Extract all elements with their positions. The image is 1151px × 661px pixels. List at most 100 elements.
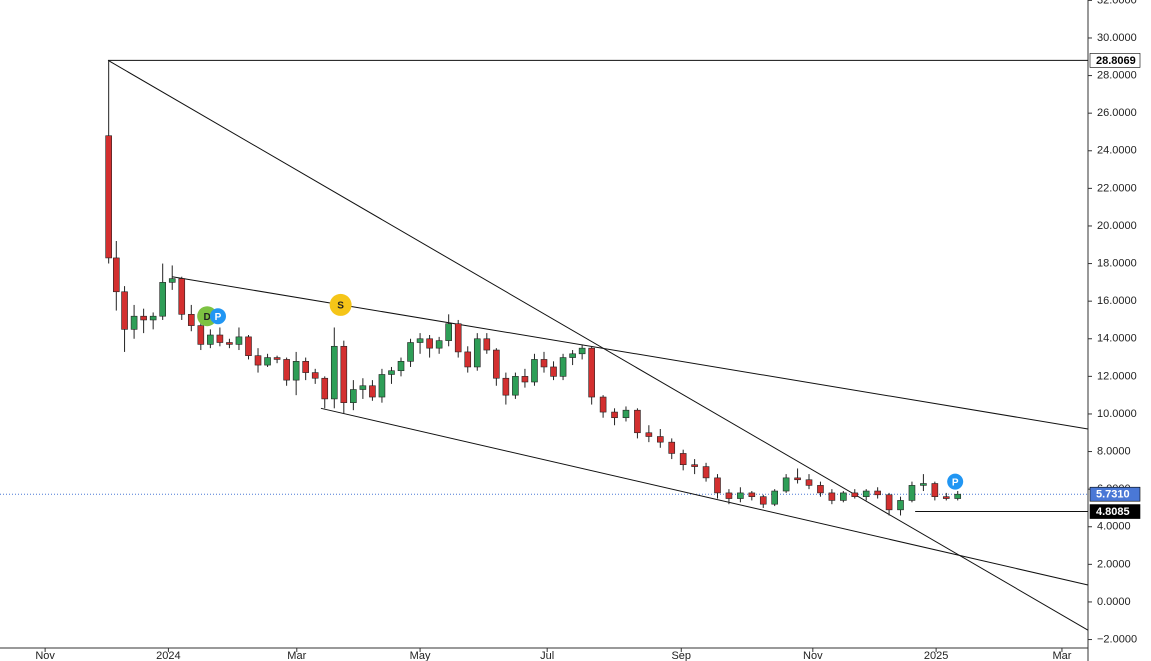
candle-body [679,453,687,466]
candle-body [254,355,262,366]
candle-body [105,135,112,259]
candle-body [473,338,481,368]
candle-body [130,315,138,330]
candle-body [464,351,472,368]
x-tick-label: Nov [35,650,55,661]
candle-body [748,492,756,497]
price-label-box [1089,486,1141,502]
candle-body [897,500,904,511]
candle-body [512,376,519,396]
candle-body [578,347,586,355]
candle-body [502,377,510,396]
marker-label: P [952,477,959,488]
candle-body [737,492,744,499]
candle-body [416,338,424,343]
x-tick-label: 2024 [156,650,180,661]
candle-body [454,323,462,353]
candle-body [942,496,950,499]
candle-body [702,466,710,479]
marker-label: D [204,312,211,323]
candle-body [954,493,962,499]
candle-body [691,464,698,467]
candle-body [235,336,243,345]
candle-body [714,477,721,494]
candle-body [330,345,338,400]
candle-body [828,492,836,501]
candle-body [159,282,166,317]
candle-body [885,494,893,511]
candle-body [197,325,205,345]
y-tick-label: 22.0000 [1097,182,1137,194]
candle-body [521,376,529,383]
candle-body [369,385,376,398]
marker-label: S [337,301,344,312]
trendline [320,407,1089,586]
y-tick-label: 32.0000 [1097,0,1137,6]
candle-body [264,357,271,366]
candle-body [771,490,778,505]
candle-body [851,492,859,497]
candle-body [794,477,801,481]
y-tick-label: 14.0000 [1097,333,1137,345]
candle-body [634,409,641,434]
candle-body [908,485,916,501]
candle-body [311,372,319,379]
candle-body [862,490,870,497]
x-tick-label: 2025 [924,650,948,661]
candle-body [407,342,414,362]
x-tick-label: Sep [671,650,691,661]
marker [947,473,964,490]
candle-body [112,257,120,293]
candle-body [168,278,176,283]
candle-body [531,359,538,383]
x-tick-label: Mar [1052,650,1071,661]
price-label-box [1089,53,1141,68]
candle-body [540,359,548,368]
candle-body [493,349,500,379]
candle-body [149,315,157,321]
candle-body [359,385,367,390]
candle-body [569,353,576,358]
candle-body [920,483,927,486]
candle-body [350,389,357,403]
candle-body [397,361,405,372]
candle-body [435,340,443,349]
candle-body [207,334,214,345]
candle-body [656,436,664,443]
candle-body [805,479,813,486]
price-label-box [1089,504,1141,519]
y-tick-label: 28.0000 [1097,69,1137,81]
candle-body [611,411,618,419]
candle-body [216,334,224,343]
y-tick-label: 10.0000 [1097,408,1137,420]
candle-body [245,336,252,356]
candle-body [725,492,733,499]
candle-body [140,315,147,321]
candle-body [668,441,676,454]
candle-body [226,342,233,345]
y-tick-label: 8.0000 [1097,445,1131,457]
candle-body [445,323,452,341]
candle-body [340,345,348,403]
y-tick-label: 0.0000 [1097,596,1131,608]
trendline [107,59,1089,631]
y-tick-label: 20.0000 [1097,220,1137,232]
candle-body [874,490,881,496]
candle-body [840,492,847,501]
candle-body [550,366,557,377]
y-tick-label: 4.0000 [1097,521,1131,533]
candle-body [121,291,128,330]
y-tick-label: 12.0000 [1097,370,1137,382]
x-tick-label: Nov [803,650,823,661]
x-tick-label: Mar [287,650,306,661]
candle-body [426,338,433,349]
candle-body [273,357,281,360]
candle-body [782,477,790,492]
candle-body [283,359,290,381]
y-tick-label: −2.0000 [1097,633,1137,645]
candle-body [321,377,329,400]
candle-body [599,396,607,413]
x-tick-label: May [410,650,431,661]
candle-body [817,485,824,494]
candle-body [622,409,630,419]
